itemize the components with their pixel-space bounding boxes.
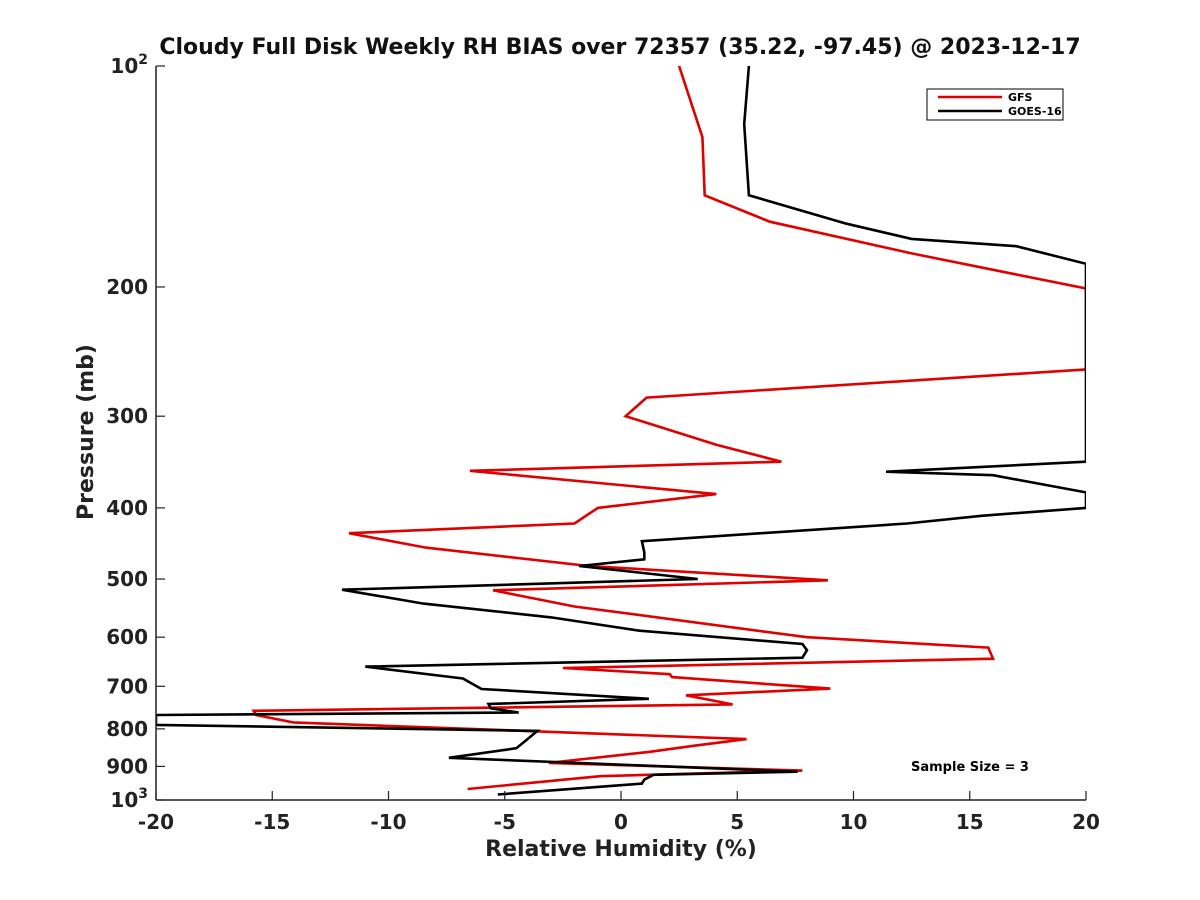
x-tick-label: 10 <box>840 810 868 834</box>
y-tick-label: 500 <box>106 567 148 591</box>
y-tick-label: 400 <box>106 496 148 520</box>
y-tick-label: 700 <box>106 674 148 698</box>
y-tick-label: 600 <box>106 625 148 649</box>
series-group <box>156 65 1086 796</box>
legend: GFS GOES-16 <box>926 88 1064 121</box>
chart-title: Cloudy Full Disk Weekly RH BIAS over 723… <box>159 35 1080 60</box>
legend-box <box>926 88 1064 121</box>
legend-label-goes-16: GOES-16 <box>1008 105 1062 118</box>
x-tick-label: 20 <box>1072 810 1100 834</box>
x-axis-label: Relative Humidity (%) <box>485 837 757 862</box>
y-tick-label: 102 <box>110 52 148 78</box>
x-tick-label: 5 <box>730 810 744 834</box>
y-tick-label: 900 <box>106 754 148 778</box>
y-tick-label: 103 <box>110 786 148 812</box>
x-tick-label: -5 <box>494 810 516 834</box>
x-tick-label: 15 <box>956 810 984 834</box>
y-tick-label: 800 <box>106 717 148 741</box>
series-line-goes-16 <box>156 65 1086 796</box>
plot-area <box>156 65 1086 796</box>
x-tick-label: 0 <box>614 810 628 834</box>
legend-label-gfs: GFS <box>1008 91 1033 104</box>
y-tick-label: 200 <box>106 275 148 299</box>
x-tick-label: -15 <box>254 810 290 834</box>
sample-size-annotation: Sample Size = 3 <box>911 760 1029 775</box>
x-tick-label: -20 <box>138 810 174 834</box>
y-tick-label: 300 <box>106 404 148 428</box>
x-tick-label: -10 <box>370 810 406 834</box>
axes: -20 -15 -10 -5 0 5 10 15 20 102 200 300 400 500 600 700… <box>106 52 1100 834</box>
y-axis-label: Pressure (mb) <box>74 344 99 520</box>
